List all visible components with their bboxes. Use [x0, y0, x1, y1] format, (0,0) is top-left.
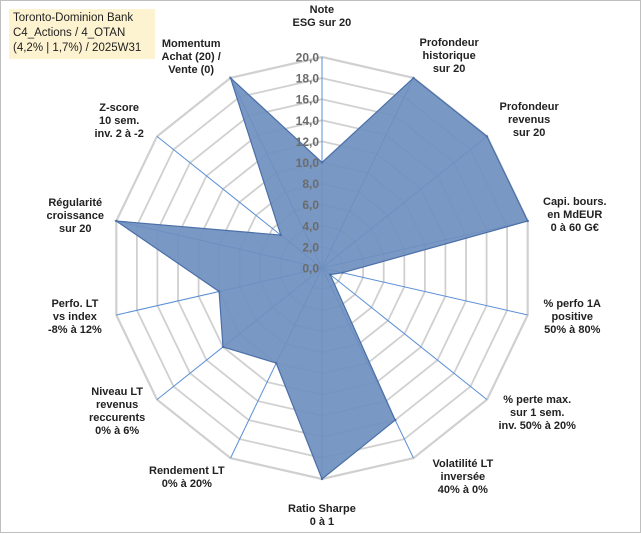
series-point	[341, 271, 344, 274]
axis-label-ratio-sharpe: Ratio Sharpe 0 à 1	[288, 503, 356, 529]
axis-label-line: en MdEUR	[547, 209, 603, 221]
radar-series	[114, 75, 529, 481]
axis-label-line: Volatilité LT	[432, 458, 494, 470]
axis-label-esg: Note ESG sur 20	[293, 4, 352, 30]
series-point	[412, 76, 415, 80]
axis-label-line: sur 20	[432, 63, 466, 75]
axis-spoke	[321, 267, 488, 400]
axis-label-line: Niveau LT	[91, 386, 144, 398]
axis-label-line: 40% à 0%	[437, 484, 488, 496]
axis-label-line: croissance	[46, 210, 104, 222]
axis-label-line: Vente (0)	[168, 64, 215, 76]
series-point	[320, 161, 324, 164]
axis-label-line: inv. 50% à 20%	[498, 420, 576, 432]
radial-tick-label: 16,0	[296, 93, 320, 107]
axis-label-line: Ratio Sharpe	[288, 503, 356, 515]
radial-tick-label: 0,0	[302, 262, 319, 276]
series-point	[221, 345, 225, 349]
axis-label-perfo-1a-positive: % perfo 1A positive 50% à 80%	[544, 298, 601, 337]
axis-label-rendement-lt: Rendement LT 0% à 20%	[149, 465, 225, 491]
axis-label-line: 0% à 20%	[161, 478, 212, 490]
series-point	[229, 76, 232, 80]
axis-label-line: Z-score	[99, 102, 140, 114]
radial-tick-label: 8,0	[302, 177, 319, 191]
radial-tick-label: 6,0	[302, 198, 319, 212]
axis-label-profondeur-historique: Profondeur historique sur 20	[420, 37, 479, 76]
axis-label-line: Note	[309, 4, 335, 16]
axis-label-line: % perte max.	[503, 394, 572, 406]
axis-label-line: Perfo. LT	[51, 298, 99, 310]
title-line-company: Toronto-Dominion Bank	[13, 12, 134, 24]
series-point	[329, 273, 332, 276]
title-line-category: C4_Actions / 4_OTAN	[13, 27, 126, 39]
axis-label-line: -8% à 12%	[48, 324, 102, 336]
series-point	[320, 477, 324, 481]
radial-tick-label: 14,0	[296, 114, 320, 128]
axis-label-momentum: Momentum Achat (20) / Vente (0)	[162, 38, 221, 77]
series-point	[217, 290, 221, 293]
radial-tick-label: 12,0	[296, 135, 320, 149]
axis-label-line: 0% à 6%	[95, 425, 140, 437]
series-point	[485, 135, 489, 138]
axis-label-line: positive	[551, 311, 594, 323]
series-point	[275, 361, 278, 365]
axis-label-line: sur 1 sem.	[510, 407, 565, 419]
axis-label-zscore: Z-score 10 sem. inv. 2 à -2	[95, 102, 144, 141]
axis-label-line: historique	[422, 50, 476, 62]
axis-label-line: revenus	[96, 399, 139, 411]
chart-title-box: Toronto-Dominion Bank C4_Actions / 4_OTA…	[9, 9, 155, 59]
radial-tick-label: 20,0	[296, 51, 320, 65]
axis-label-line: Capi. bours.	[543, 196, 607, 208]
axis-label-niveau-revenus: Niveau LT revenus reccurents 0% à 6%	[89, 386, 145, 438]
axis-label-perte-max: % perte max. sur 1 sem. inv. 50% à 20%	[499, 394, 576, 433]
radial-tick-label: 10,0	[296, 156, 320, 170]
axis-label-line: 10 sem.	[98, 115, 140, 127]
axis-label-line: Rendement LT	[149, 465, 225, 477]
axis-label-line: Momentum	[161, 38, 221, 50]
axis-label-line: sur 20	[512, 127, 546, 139]
axis-label-line: reccurents	[89, 412, 146, 424]
radial-tick-label: 18,0	[296, 72, 320, 86]
axis-label-regularite: Régularité croissance sur 20	[47, 197, 104, 236]
axis-label-line: Achat (20) /	[161, 51, 221, 63]
axis-label-perfo-lt-index: Perfo. LT vs index -8% à 12%	[48, 298, 102, 337]
axis-label-line: Profondeur	[499, 101, 559, 113]
axis-label-line: sur 20	[59, 223, 92, 235]
radial-tick-labels: 0,0 2,0 4,0 6,0 8,0 10,0 12,0 14,0 16,0 18,0 20,0	[296, 51, 320, 276]
title-line-metrics: (4,2% | 1,7%) / 2025W31	[13, 42, 142, 54]
axis-label-capitalisation: Capi. bours. en MdEUR 0 à 60 G€	[543, 196, 607, 235]
series-point	[394, 418, 397, 422]
axis-label-line: inv. 2 à -2	[94, 128, 144, 140]
axis-label-line: Régularité	[48, 197, 103, 209]
axis-label-profondeur-revenus: Profondeur revenus sur 20	[500, 101, 559, 140]
axis-label-line: inversée	[440, 471, 486, 483]
series-point	[279, 233, 282, 237]
axis-label-line: ESG sur 20	[292, 17, 352, 29]
axis-label-line: vs index	[52, 311, 97, 323]
axis-label-volatilite: Volatilité LT inversée 40% à 0%	[433, 458, 494, 497]
axis-spoke	[321, 267, 528, 316]
series-point	[115, 219, 118, 223]
series-point	[526, 219, 529, 223]
axis-label-line: % perfo 1A	[543, 298, 601, 310]
axis-label-line: 0 à 1	[309, 516, 335, 528]
axis-label-line: 0 à 60 G€	[550, 222, 599, 234]
axis-label-line: Profondeur	[419, 37, 479, 49]
axis-label-line: 50% à 80%	[544, 324, 601, 336]
axis-label-line: revenus	[508, 114, 551, 126]
radial-tick-label: 2,0	[302, 240, 319, 254]
radial-tick-label: 4,0	[302, 219, 319, 233]
